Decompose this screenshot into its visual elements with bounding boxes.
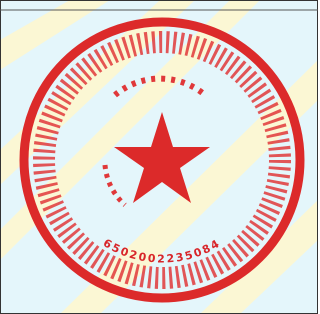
seal-image: 6502002235084 xyxy=(0,0,318,314)
page: 6502002235084 (() => { const data = JSON… xyxy=(0,0,318,314)
